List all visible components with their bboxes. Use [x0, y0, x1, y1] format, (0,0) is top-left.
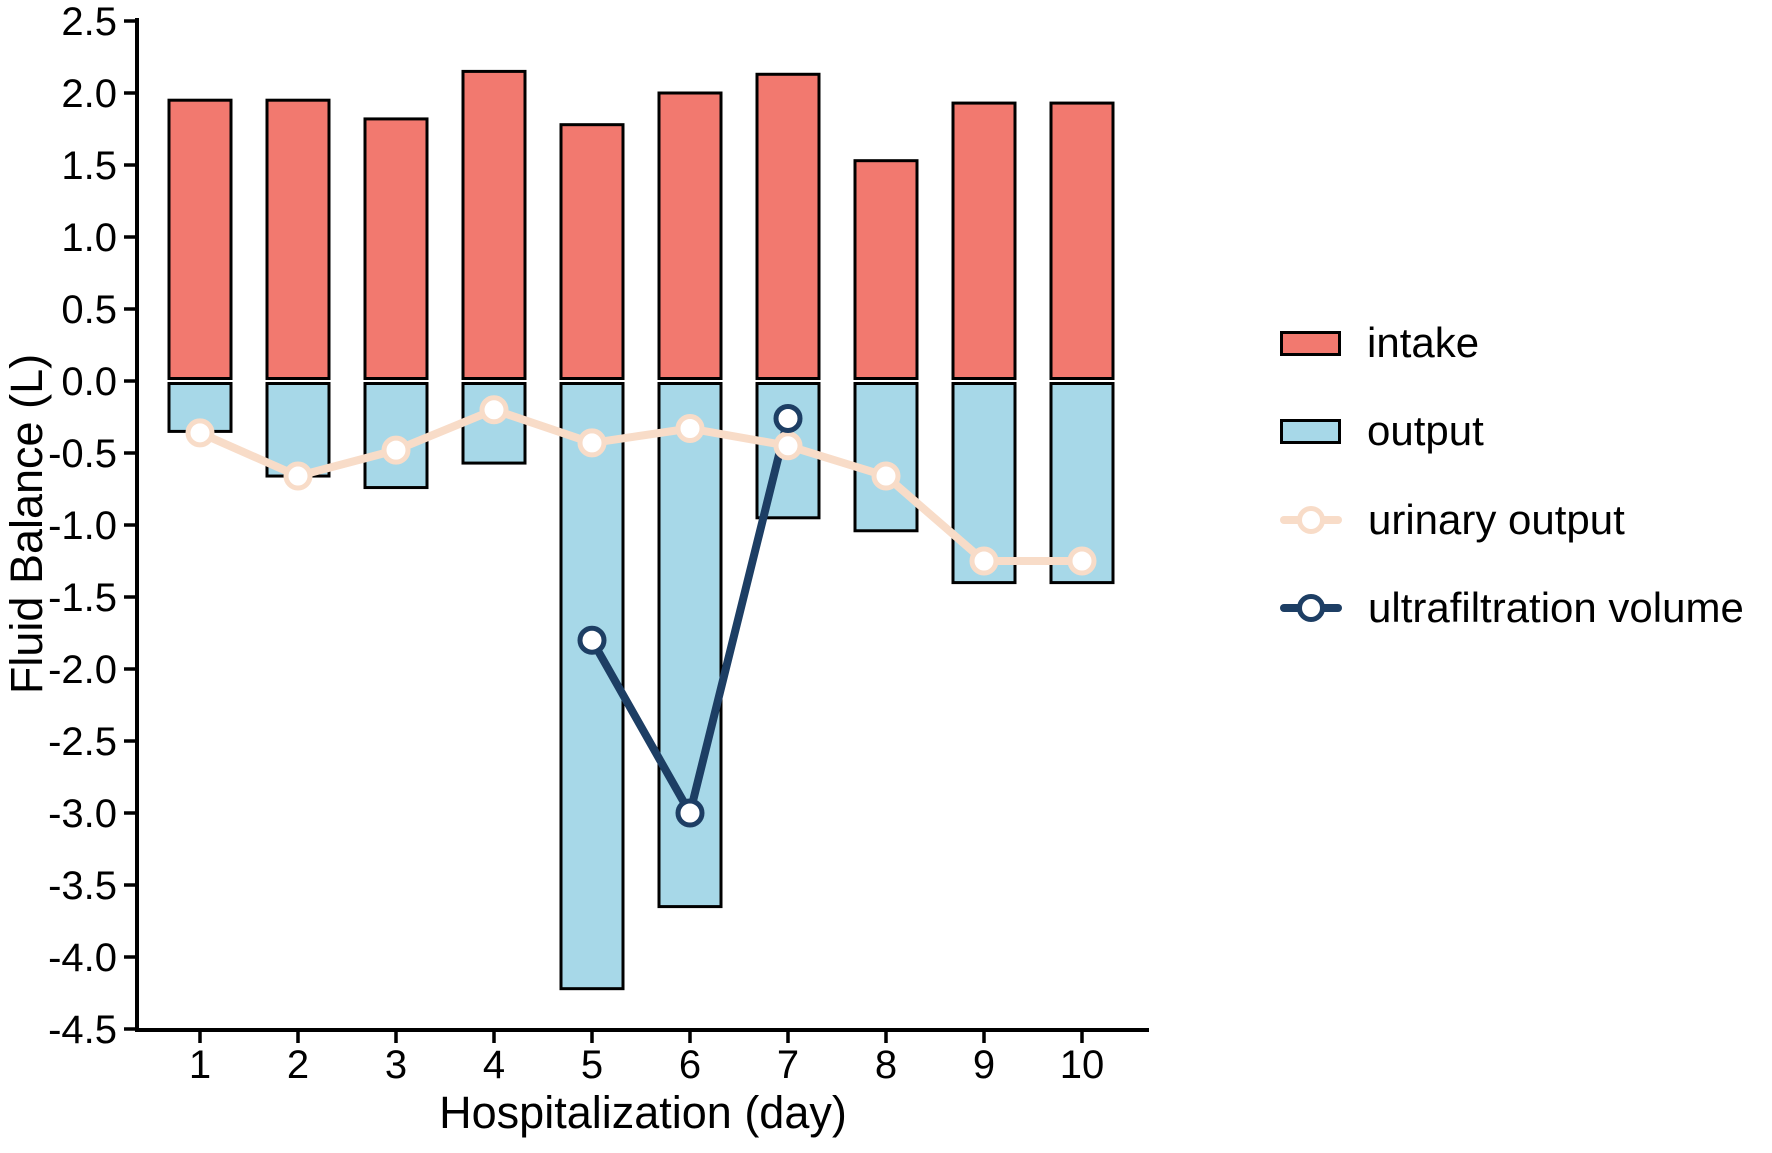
x-axis-title: Hospitalization (day) — [439, 1087, 847, 1138]
urinary output-marker — [969, 546, 999, 576]
urinary output-marker — [871, 461, 901, 491]
urinary output-marker — [479, 395, 509, 425]
y-tick-label: -0.5 — [48, 432, 117, 476]
x-tick-label: 1 — [189, 1043, 211, 1087]
y-tick-label: 2.5 — [61, 0, 117, 44]
y-tick-label: 0.5 — [61, 288, 117, 332]
y-tick-label: 1.5 — [61, 144, 117, 188]
y-axis-title: Fluid Balance (L) — [1, 354, 52, 694]
output-bar — [559, 382, 625, 991]
x-tick-label: 10 — [1060, 1043, 1105, 1087]
intake-bar — [853, 159, 919, 380]
x-tick-label: 7 — [777, 1043, 799, 1087]
y-tick-label: 2.0 — [61, 72, 117, 116]
intake-bar — [167, 98, 233, 380]
intake-bar — [951, 101, 1017, 381]
output-bar — [657, 382, 723, 909]
x-tick-label: 5 — [581, 1043, 603, 1087]
urinary output-marker — [185, 418, 215, 448]
y-tick-label: -1.5 — [48, 576, 117, 620]
urinary output-marker — [773, 431, 803, 461]
y-tick-label: 0.0 — [61, 360, 117, 404]
intake-bar — [657, 91, 723, 380]
ultrafiltration volume-marker — [577, 625, 607, 655]
y-tick-label: -3.0 — [48, 792, 117, 836]
y-tick-label: -4.0 — [48, 936, 117, 980]
ultrafiltration volume-marker — [675, 798, 705, 828]
y-tick-label: -2.5 — [48, 720, 117, 764]
y-tick-label: -2.0 — [48, 648, 117, 692]
y-tick-label: -4.5 — [48, 1008, 117, 1052]
intake-bar — [363, 117, 429, 380]
x-tick-label: 2 — [287, 1043, 309, 1087]
urinary output-marker — [675, 414, 705, 444]
urinary output-marker — [381, 435, 411, 465]
x-tick-label: 3 — [385, 1043, 407, 1087]
chart-plot-area: 2.5 2.0 1.5 1.0 0.5 0.0 -0.5 -1.0 -1.5 -2.0 -2.5 -3… — [48, 0, 1149, 1087]
x-tick-label: 6 — [679, 1043, 701, 1087]
output-bar — [363, 382, 429, 490]
intake-bar — [755, 72, 821, 380]
y-tick-label: 1.0 — [61, 216, 117, 260]
y-tick-label: -3.5 — [48, 864, 117, 908]
intake-bar — [461, 69, 527, 381]
x-tick-label: 9 — [973, 1043, 995, 1087]
intake-bar — [559, 123, 625, 381]
intake-bar — [265, 98, 331, 380]
x-tick-label: 4 — [483, 1043, 505, 1087]
urinary output-marker — [577, 428, 607, 458]
urinary output-line — [196, 405, 1086, 565]
y-tick-label: -1.0 — [48, 504, 117, 548]
intake-bar — [1049, 101, 1115, 381]
output-bar — [853, 382, 919, 533]
output-bar — [1049, 382, 1115, 585]
urinary output-marker — [1067, 546, 1097, 576]
urinary output-marker — [283, 461, 313, 491]
ultrafiltration volume-marker — [773, 403, 803, 433]
x-tick-label: 8 — [875, 1043, 897, 1087]
